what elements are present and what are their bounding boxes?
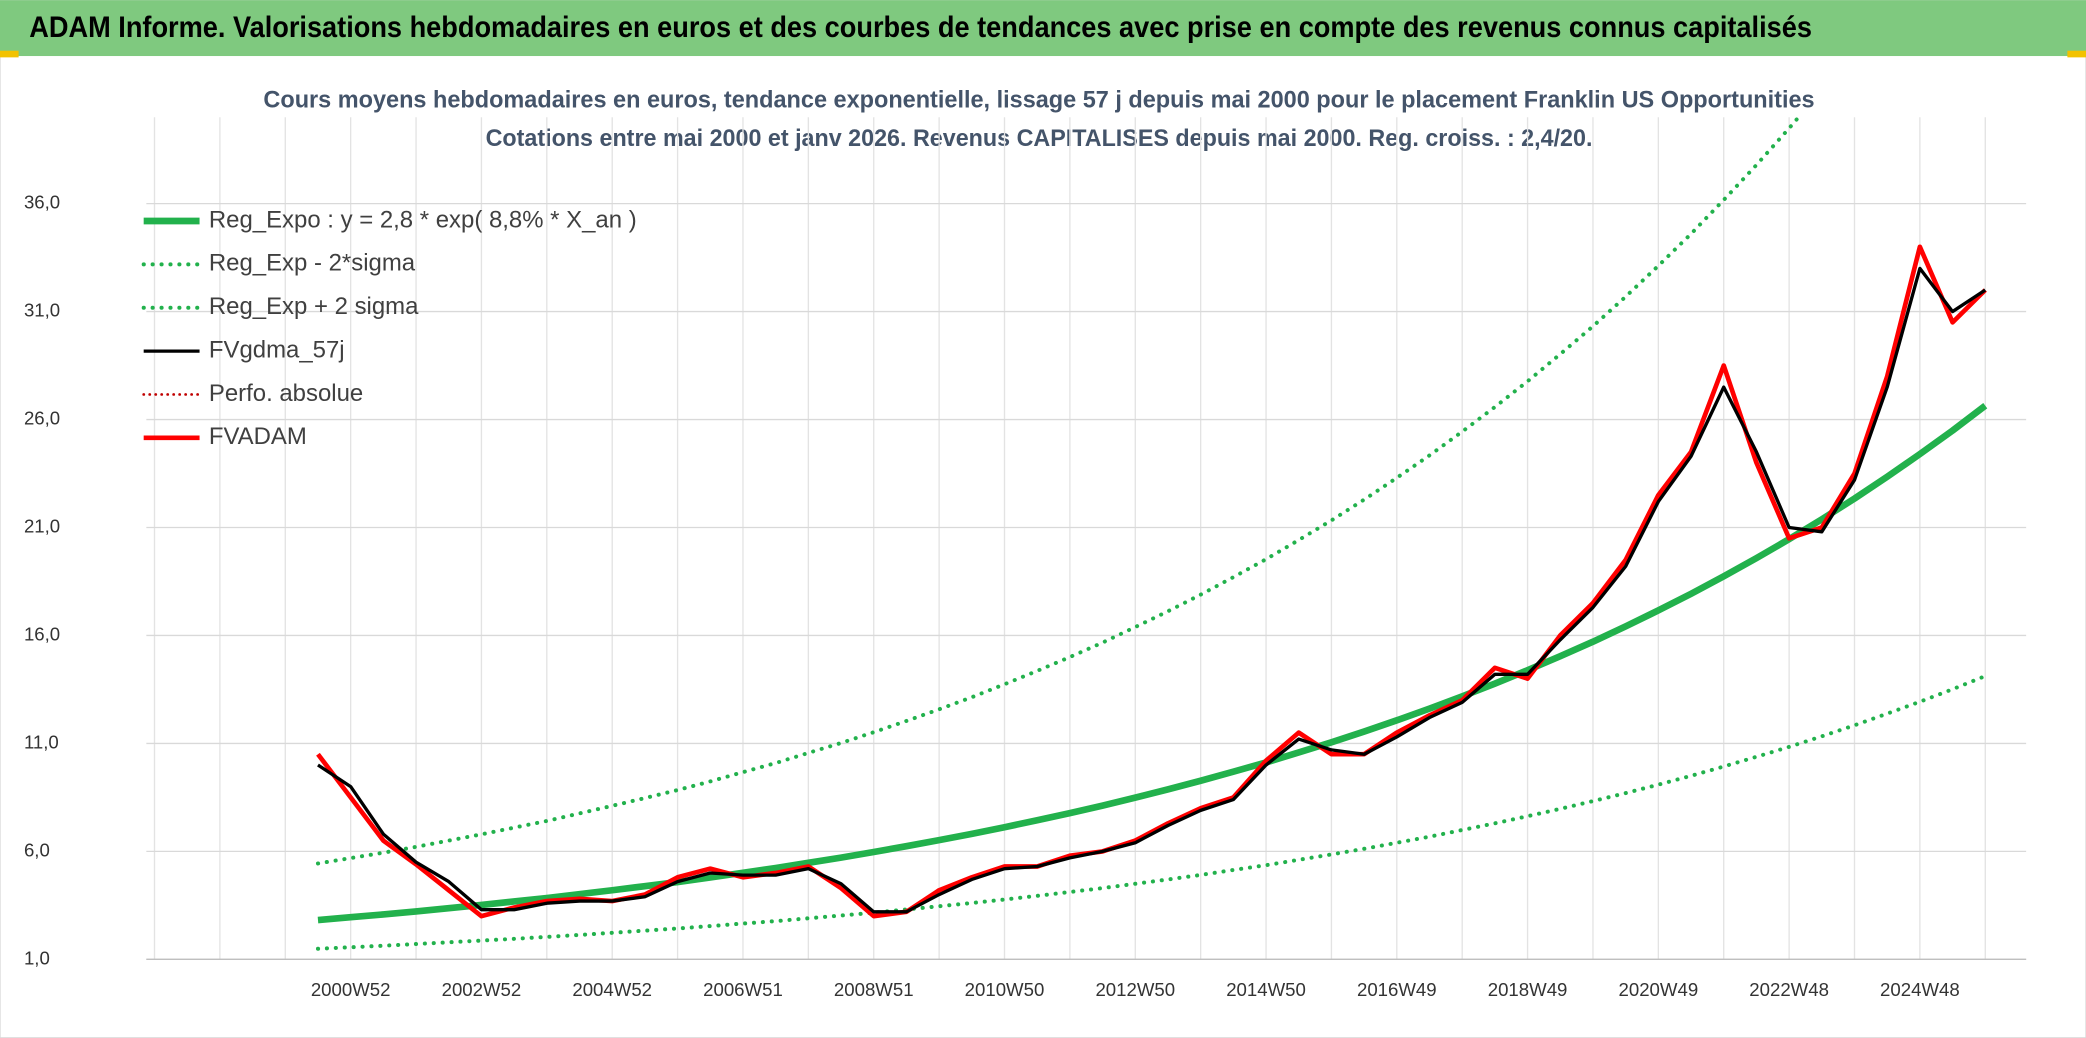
grid: 2000W52 2002W52 2004W52 2006W51 2008W51 2010W… <box>24 117 2027 1000</box>
legend-label: Reg_Exp + 2 sigma <box>209 293 419 320</box>
corner <box>0 50 19 58</box>
legend: Reg_Expo : y = 2,8 * exp( 8,8% * X_an ) R… <box>141 206 637 450</box>
header-bar <box>0 0 2086 57</box>
subtitle: Cours moyens hebdomadaires en euros, ten… <box>263 87 1814 114</box>
x-tick-label: 2010W50 <box>965 979 1045 1000</box>
y-tick-label: 26,0 <box>24 407 60 428</box>
y-tick-label: 16,0 <box>24 623 60 644</box>
y-tick-label: 11,0 <box>24 731 59 752</box>
plot-area <box>315 117 1988 951</box>
series-line <box>317 266 1987 914</box>
x-tick-label: 2006W51 <box>703 979 783 1000</box>
series-line <box>317 403 1988 924</box>
series-line <box>315 674 1988 951</box>
y-tick-label: 6,0 <box>24 839 50 860</box>
x-tick-label: 2016W49 <box>1357 979 1437 1000</box>
x-tick-label: 2000W52 <box>311 979 391 1000</box>
subtitle: Cotations entre mai 2000 et janv 2026. R… <box>486 125 1593 152</box>
page-title: ADAM Informe. Valorisations hebdomadaire… <box>29 12 1812 44</box>
x-tick-label: 2020W49 <box>1619 979 1699 1000</box>
x-tick-label: 2008W51 <box>834 979 914 1000</box>
x-tick-label: 2024W48 <box>1880 979 1960 1000</box>
legend-label: FVgdma_57j <box>209 336 345 363</box>
y-tick-label: 21,0 <box>24 515 60 536</box>
legend-label: Reg_Expo : y = 2,8 * exp( 8,8% * X_an ) <box>209 206 637 233</box>
series-line <box>315 117 1802 866</box>
x-tick-label: 2012W50 <box>1095 979 1175 1000</box>
legend-label: Perfo. absolue <box>209 380 363 407</box>
legend-label: FVADAM <box>209 423 307 450</box>
x-tick-label: 2002W52 <box>442 979 522 1000</box>
x-tick-label: 2014W50 <box>1226 979 1306 1000</box>
x-tick-label: 2018W49 <box>1488 979 1568 1000</box>
y-tick-label: 31,0 <box>24 299 60 320</box>
x-tick-label: 2022W48 <box>1749 979 1829 1000</box>
x-tick-label: 2004W52 <box>572 979 652 1000</box>
legend-label: Reg_Exp - 2*sigma <box>209 250 416 277</box>
y-tick-label: 36,0 <box>24 192 60 213</box>
y-tick-label: 1,0 <box>24 947 50 968</box>
corner <box>2067 50 2086 58</box>
